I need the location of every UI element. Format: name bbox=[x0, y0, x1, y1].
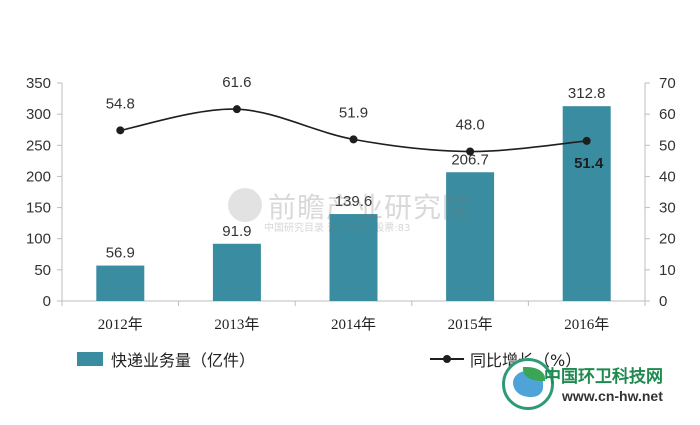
y-right-tick-label: 30 bbox=[659, 200, 676, 217]
y-right-tick-label: 40 bbox=[659, 168, 676, 185]
watermark-title: 前瞻产业研究院 bbox=[268, 191, 472, 224]
line-data-label: 61.6 bbox=[222, 74, 251, 91]
line-series bbox=[116, 105, 591, 156]
y-right-tick-label: 10 bbox=[659, 262, 676, 279]
watermark-logo-icon bbox=[228, 188, 262, 222]
bar-data-label: 139.6 bbox=[335, 193, 373, 210]
line-point bbox=[232, 105, 241, 114]
legend-bar-label: 快递业务量（亿件） bbox=[111, 351, 256, 370]
brand-name: 中国环卫科技网 bbox=[544, 367, 663, 387]
y-right-tick-label: 70 bbox=[659, 75, 676, 92]
y-left-tick-label: 150 bbox=[26, 200, 51, 217]
legend-bar-swatch bbox=[77, 352, 103, 366]
y-left-tick-label: 50 bbox=[34, 262, 51, 279]
line-data-label: 48.0 bbox=[455, 117, 484, 134]
bar bbox=[446, 172, 495, 301]
brand-logo-icon bbox=[502, 358, 554, 410]
legend-line-swatch bbox=[430, 352, 464, 366]
line-data-label: 51.4 bbox=[574, 155, 604, 172]
bar-data-label: 91.9 bbox=[222, 223, 251, 240]
bar-series bbox=[96, 106, 611, 301]
line-point bbox=[582, 136, 591, 145]
line-point bbox=[466, 147, 475, 156]
data-labels: 56.9 91.9 139.6 206.7 312.8 54.8 61.6 51.9 48.0 5… bbox=[106, 74, 606, 261]
y-left-tick-label: 200 bbox=[26, 168, 51, 185]
line-data-label: 51.9 bbox=[339, 104, 368, 121]
x-tick-label: 2015年 bbox=[448, 316, 493, 333]
y-right-tick-label: 60 bbox=[659, 106, 676, 123]
line-point bbox=[116, 126, 125, 135]
x-tick-label: 2013年 bbox=[214, 316, 259, 333]
bar bbox=[212, 243, 261, 301]
y-right-tick-label: 0 bbox=[659, 293, 667, 310]
bar-data-label: 206.7 bbox=[451, 151, 489, 168]
y-left-tick-label: 100 bbox=[26, 231, 51, 248]
bar-data-label: 312.8 bbox=[568, 85, 606, 102]
watermark-subtitle: 中国研究目录 咨询专家 (股票:83 bbox=[264, 223, 411, 234]
line-point bbox=[349, 135, 358, 144]
y-right-tick-label: 20 bbox=[659, 231, 676, 248]
bar bbox=[562, 106, 611, 301]
bar-data-label: 56.9 bbox=[106, 245, 135, 262]
y-left-tick-label: 350 bbox=[26, 75, 51, 92]
y-left-tick-label: 300 bbox=[26, 106, 51, 123]
legend-item-bar: 快递业务量（亿件） bbox=[77, 348, 255, 370]
y-left-tick-label: 250 bbox=[26, 137, 51, 154]
chart-axes: 0 50 100 150 200 250 300 350 0 10 20 30 40 50 60 70 2012… bbox=[26, 75, 676, 333]
bar bbox=[96, 265, 145, 301]
x-tick-label: 2014年 bbox=[331, 316, 376, 333]
line-data-label: 54.8 bbox=[106, 95, 135, 112]
y-right-tick-label: 50 bbox=[659, 137, 676, 154]
brand-block: 中国环卫科技网 www.cn-hw.net bbox=[502, 356, 692, 412]
x-tick-label: 2012年 bbox=[98, 316, 143, 333]
bar bbox=[329, 214, 378, 301]
brand-url: www.cn-hw.net bbox=[562, 388, 663, 404]
x-tick-label: 2016年 bbox=[564, 316, 609, 333]
y-left-tick-label: 0 bbox=[43, 293, 51, 310]
